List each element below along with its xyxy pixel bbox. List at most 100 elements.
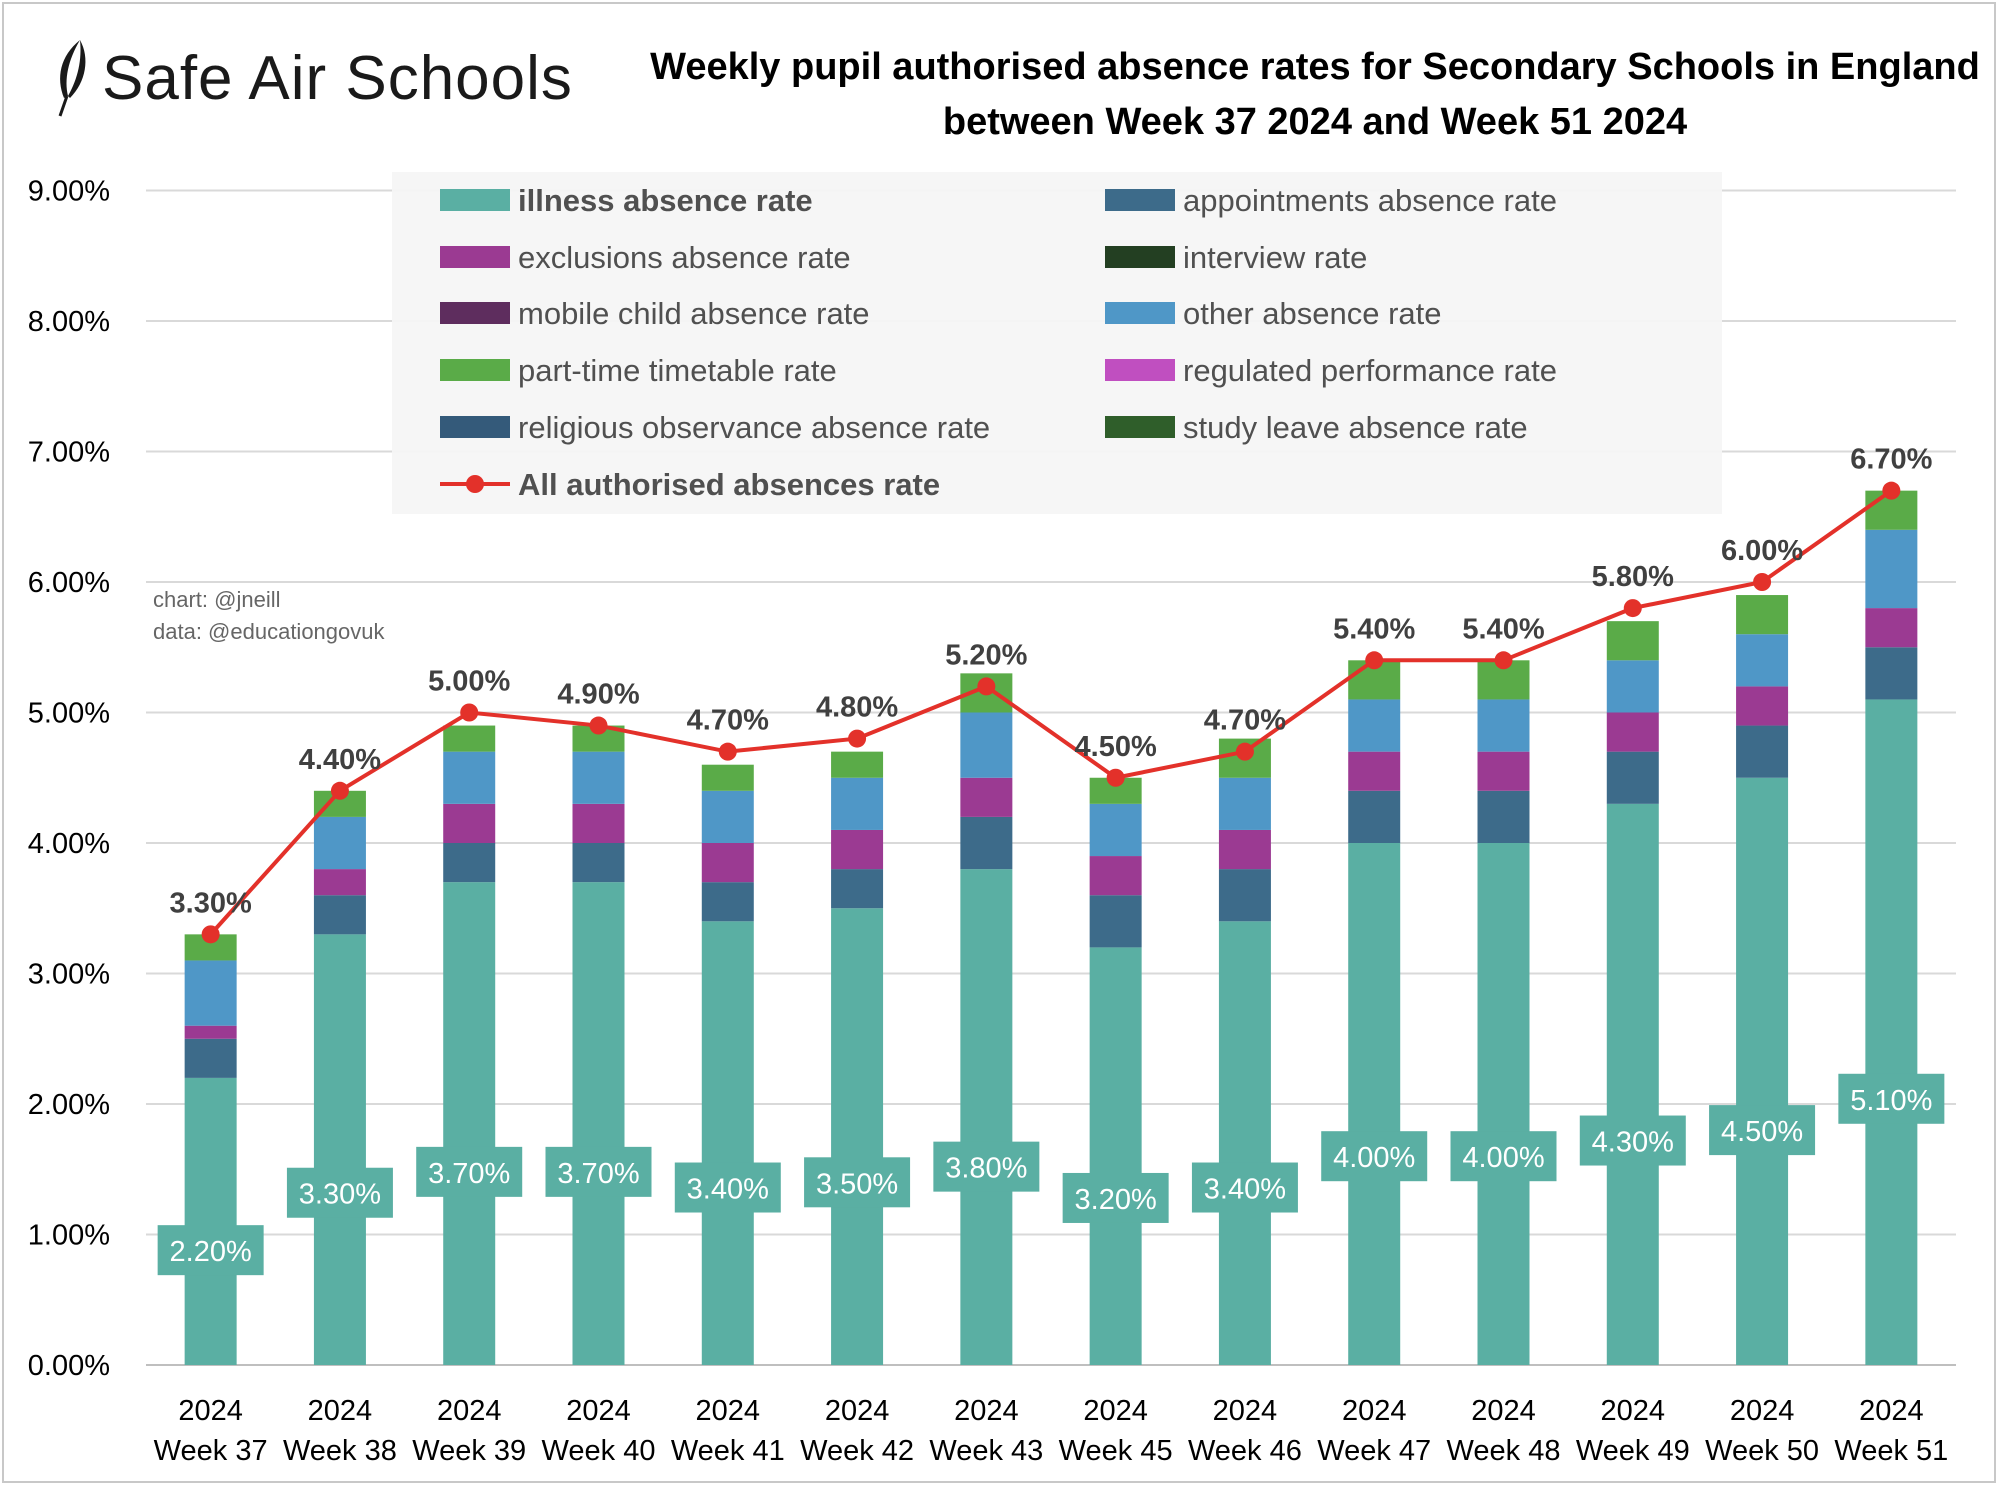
x-tick-label: 2024 [1213,1395,1278,1427]
bar-segment [701,790,754,843]
illness-label-box [933,1141,1040,1192]
bar-segment [572,803,625,843]
x-tick-label: 2024 [1471,1395,1536,1427]
bar-segment [1348,790,1401,843]
x-tick-label: 2024 [825,1395,890,1427]
illness-data-label: 5.10% [1850,1085,1932,1117]
y-tick-label: 6.00% [28,567,110,599]
illness-data-label: 4.50% [1721,1116,1803,1148]
bar-segment [443,725,496,752]
bar-segment [313,895,366,935]
bar-segment [184,960,237,1026]
total-point [1365,651,1384,670]
bar-segment [1736,634,1789,687]
bar-segment [184,1025,237,1039]
illness-data-label: 2.20% [170,1236,252,1268]
legend-label: study leave absence rate [1183,410,1528,445]
legend-swatch [440,416,510,438]
y-tick-label: 4.00% [28,828,110,860]
bar-segment [1477,843,1530,1365]
x-axis: 2024 Week 37 2024 Week 38 2024 Week 39 2024 Wee… [154,1395,1949,1467]
feather-icon [58,40,86,117]
illness-labels: 2.20% 3.30% 3.70% 3.70% 3.40% 3.50% 3.80% 3.20%… [157,1073,1945,1276]
illness-label-box [1450,1131,1557,1182]
legend-label: religious observance absence rate [518,410,990,445]
x-tick-label: 2024 [178,1395,243,1427]
illness-data-label: 4.00% [1462,1142,1544,1174]
legend: illness absence rate appointments absence… [392,172,1722,514]
bar-segment [1348,843,1401,1365]
x-tick-label: 2024 [954,1395,1019,1427]
illness-label-box [1838,1073,1945,1124]
total-data-label: 4.40% [299,744,381,776]
illness-data-label: 3.50% [816,1168,898,1200]
bar-segment [960,712,1013,778]
bars [184,490,1918,1365]
bar-segment [1865,647,1918,700]
x-tick-label: 2024 [1342,1395,1407,1427]
illness-data-label: 3.70% [428,1158,510,1190]
illness-label-box [804,1157,911,1208]
total-point [1623,599,1642,618]
bar-segment [1865,529,1918,609]
y-tick-label: 1.00% [28,1220,110,1252]
legend-label: regulated performance rate [1183,353,1557,388]
legend-label: mobile child absence rate [518,296,870,331]
y-tick-label: 9.00% [28,176,110,208]
x-tick-label: Week 48 [1447,1435,1561,1467]
bar-segment [1606,712,1659,752]
legend-background [392,172,1722,514]
total-point [1882,481,1901,500]
bar-segment [831,829,884,870]
x-tick-label: Week 40 [542,1435,656,1467]
bar-segment [443,843,496,883]
illness-label-box [674,1162,781,1213]
illness-data-label: 3.70% [557,1158,639,1190]
total-data-label: 5.80% [1592,561,1674,593]
credits: chart: @jneill data: @educationgovuk [153,587,385,644]
y-tick-label: 2.00% [28,1089,110,1121]
illness-label-box [286,1167,393,1218]
bar-segment [572,751,625,804]
legend-swatch [1105,359,1175,381]
bar-segment [1089,947,1142,1365]
total-data-label: 4.70% [687,705,769,737]
total-point [330,781,349,800]
bar-segment [572,843,625,883]
legend-swatch [440,302,510,324]
bar-segment [1089,803,1142,857]
total-point [718,742,737,761]
y-tick-label: 0.00% [28,1350,110,1382]
legend-line-marker [466,475,484,493]
x-tick-label: Week 42 [800,1435,914,1467]
x-tick-label: Week 45 [1059,1435,1173,1467]
total-point [1753,573,1772,591]
illness-label-box [545,1146,652,1197]
bar-segment [1736,686,1789,726]
x-tick-label: Week 46 [1188,1435,1302,1467]
total-data-label: 5.40% [1333,613,1415,645]
bar-segment [1089,856,1142,896]
x-tick-label: 2024 [1730,1395,1795,1427]
bar-segment [701,764,754,791]
bar-segment [184,1038,237,1078]
total-data-label: 5.20% [945,639,1027,671]
legend-swatch [1105,416,1175,438]
bar-segment [313,816,366,870]
brand: Safe Air Schools [50,38,573,118]
bar-segment [831,751,884,778]
chart-title-line-1: Weekly pupil authorised absence rates fo… [650,46,1980,88]
illness-data-label: 4.00% [1333,1142,1415,1174]
x-tick-label: 2024 [1083,1395,1148,1427]
total-data-label: 4.50% [1075,731,1157,763]
y-axis: 0.00% 1.00% 2.00% 3.00% 4.00% 5.00% 6.00% 7.00%… [28,176,110,1383]
bar-segment [443,751,496,804]
x-tick-label: Week 37 [154,1435,268,1467]
bar-segment [1606,803,1659,1365]
total-data-label: 6.00% [1721,535,1803,567]
x-tick-label: Week 43 [929,1435,1043,1467]
x-tick-label: 2024 [1601,1395,1666,1427]
legend-label: illness absence rate [518,183,813,218]
y-tick-label: 7.00% [28,437,110,469]
bar-segment [443,882,496,1365]
